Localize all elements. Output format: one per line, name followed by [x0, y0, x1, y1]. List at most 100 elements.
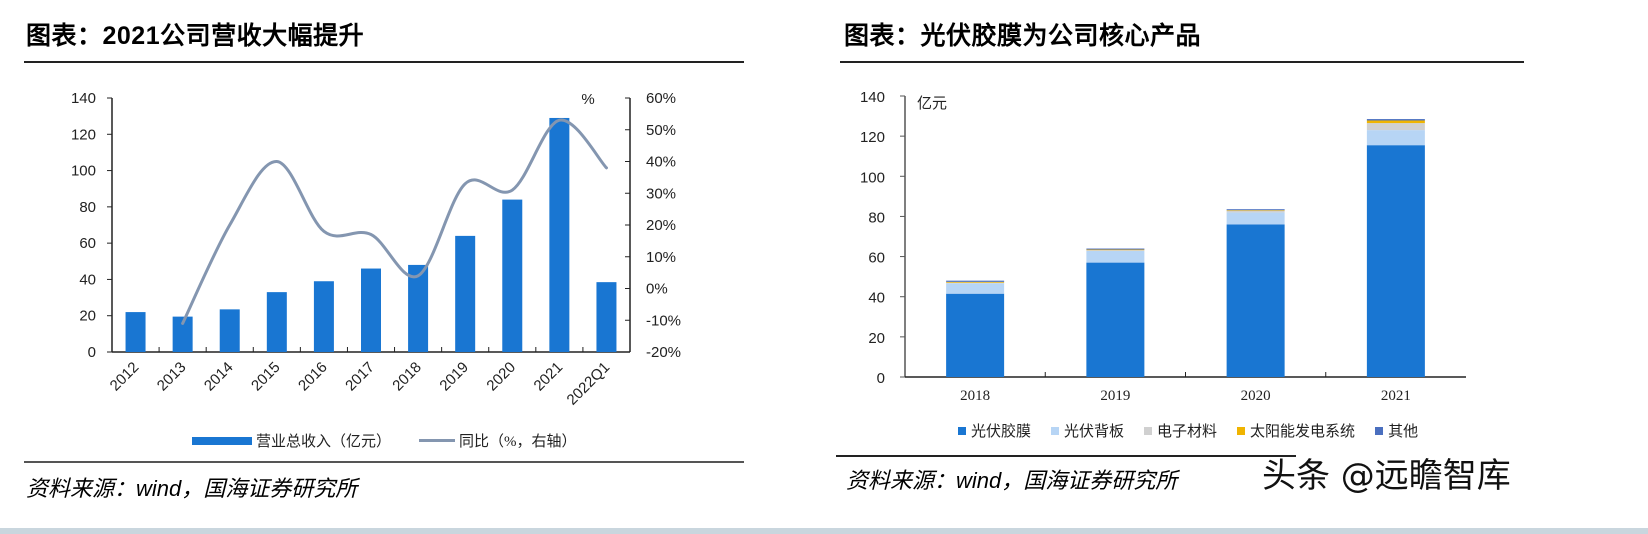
y-right-tick-label: -10% — [646, 312, 681, 329]
legend-swatch-icon — [1144, 426, 1153, 435]
right-title-divider — [840, 61, 1524, 63]
legend-swatch-icon — [1237, 426, 1246, 435]
stacked-bar-segment — [1366, 120, 1425, 124]
yoy-line — [181, 118, 608, 325]
legend-item-yoy: 同比（%，右轴） — [419, 430, 577, 451]
left-chart-title: 图表：2021公司营收大幅提升 — [26, 22, 365, 50]
stacked-bar-segment — [1086, 262, 1145, 377]
stacked-bar-segment — [1366, 130, 1425, 146]
stacked-bar-segment — [1086, 250, 1145, 251]
x-tick-label: 2019 — [1100, 388, 1130, 404]
revenue-bar — [455, 235, 476, 352]
line-swatch-icon — [419, 439, 456, 442]
legend-swatch-icon — [958, 426, 966, 435]
bottom-strip — [0, 528, 1648, 534]
y-tick-label: 100 — [860, 169, 885, 186]
y-tick-label: 80 — [868, 209, 885, 226]
stacked-bar-segment — [1086, 250, 1145, 263]
stacked-bar-segment — [946, 283, 1005, 294]
right-chart-title: 图表：光伏胶膜为公司核心产品 — [844, 22, 1202, 50]
left-legend: 营业总收入（亿元） 同比（%，右轴） — [192, 430, 605, 451]
legend-item: 其他 — [1375, 420, 1418, 441]
legend-item: 太阳能发电系统 — [1237, 420, 1355, 441]
y-unit-label: 亿元 — [917, 95, 947, 112]
revenue-combo-chart: 0 20 40 60 80 100 120 140 -20% -10% 0% 10% 20% 30% 40%… — [71, 90, 681, 409]
y-left-tick-label: 60 — [79, 235, 96, 252]
stacked-bar-segment — [1366, 145, 1425, 377]
x-tick-label: 2020 — [1241, 388, 1271, 404]
stacked-bar-segment — [946, 293, 1005, 377]
stacked-bar-segment — [1226, 212, 1285, 225]
right-axis-unit: % — [581, 91, 594, 108]
y-right-tick-label: 0% — [646, 281, 668, 298]
y-left-tick-label: 40 — [79, 271, 96, 288]
product-stacked-bar-chart: 0 20 40 60 80 100 120 140 亿元 2018 2019 2020 2021 — [860, 89, 1466, 404]
y-right-tick-label: 20% — [646, 217, 676, 234]
y-tick-label: 20 — [868, 330, 885, 347]
watermark: 头条 @远瞻智库 — [1262, 456, 1511, 496]
y-left-tick-label: 80 — [79, 199, 96, 216]
legend-item-revenue: 营业总收入（亿元） — [192, 430, 391, 451]
y-tick-label: 40 — [868, 290, 885, 307]
revenue-bar — [172, 316, 193, 352]
y-left-tick-label: 0 — [88, 344, 96, 361]
y-left-tick-label: 140 — [71, 90, 96, 107]
revenue-bar — [408, 264, 429, 352]
legend-label: 同比（%，右轴） — [459, 434, 577, 450]
stacked-bar-segment — [1086, 249, 1145, 251]
revenue-bar — [361, 268, 381, 352]
left-title-divider — [24, 61, 744, 63]
legend-item: 光伏胶膜 — [958, 420, 1031, 441]
legend-label: 其他 — [1388, 424, 1419, 440]
x-tick-label: 2018 — [960, 388, 990, 404]
left-panel: 图表：2021公司营收大幅提升 0 20 40 60 80 100 120 140 -20% -1… — [0, 0, 800, 534]
revenue-bar — [125, 312, 146, 352]
y-tick-label: 0 — [877, 370, 885, 387]
stacked-bar-segment — [1086, 248, 1145, 250]
y-right-tick-label: 30% — [646, 185, 676, 202]
y-tick-label: 140 — [860, 89, 885, 106]
left-source-divider — [24, 461, 744, 463]
legend-label: 营业总收入（亿元） — [256, 434, 392, 450]
y-right-tick-label: 40% — [646, 154, 676, 171]
legend-item: 光伏背板 — [1051, 420, 1124, 441]
stacked-bar-segment — [946, 281, 1005, 283]
left-source-note: 资料来源：wind，国海证券研究所 — [26, 476, 358, 501]
legend-swatch-icon — [1051, 426, 1060, 435]
stacked-bar-segment — [1366, 119, 1425, 121]
right-source-divider — [836, 455, 1296, 457]
stacked-bar-segment — [1226, 210, 1285, 211]
revenue-bar — [502, 199, 523, 352]
x-tick-label: 2021 — [1381, 388, 1411, 404]
legend-swatch-icon — [1375, 426, 1384, 435]
revenue-bar — [219, 309, 240, 352]
y-left-tick-label: 20 — [79, 308, 96, 325]
stacked-bar-segment — [946, 280, 1005, 282]
y-left-tick-label: 120 — [71, 126, 96, 143]
legend-label: 光伏背板 — [1064, 424, 1125, 440]
y-right-tick-label: 60% — [646, 90, 676, 107]
stacked-bar-segment — [946, 282, 1005, 284]
y-left-tick-label: 100 — [71, 163, 96, 180]
y-right-tick-label: 50% — [646, 122, 676, 139]
y-tick-label: 120 — [860, 129, 885, 146]
revenue-bar — [313, 281, 334, 352]
stacked-bar-segment — [1366, 123, 1425, 131]
y-right-tick-label: 10% — [646, 249, 676, 266]
stacked-bar-segment — [1226, 209, 1285, 211]
y-right-tick-label: -20% — [646, 344, 681, 361]
stacked-bar-segment — [1226, 210, 1285, 213]
y-tick-label: 60 — [868, 250, 885, 267]
legend-label: 电子材料 — [1157, 424, 1218, 440]
revenue-bar — [266, 292, 287, 352]
revenue-bar — [549, 117, 570, 352]
legend-label: 光伏胶膜 — [971, 424, 1032, 440]
legend-item: 电子材料 — [1144, 420, 1217, 441]
stacked-bar-segment — [1226, 224, 1285, 377]
bar-swatch-icon — [192, 436, 252, 445]
revenue-bar — [596, 282, 617, 352]
right-legend: 光伏胶膜 光伏背板 电子材料 太阳能发电系统 其他 — [958, 420, 1438, 441]
right-source-note: 资料来源：wind，国海证券研究所 — [846, 468, 1178, 493]
legend-label: 太阳能发电系统 — [1250, 424, 1356, 440]
